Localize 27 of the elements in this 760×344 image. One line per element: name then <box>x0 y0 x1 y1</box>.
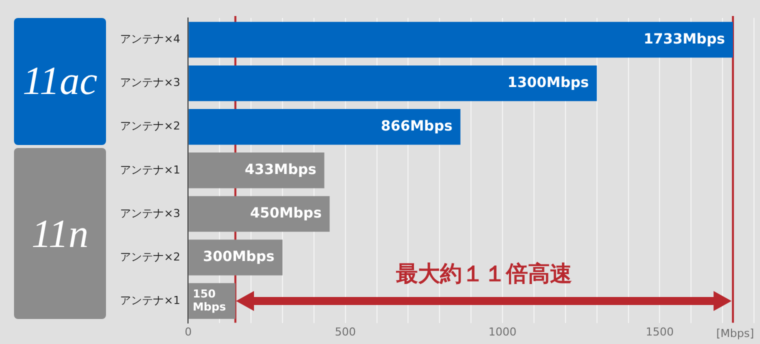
x-tick-label: 1500 <box>646 325 674 338</box>
x-tick-label: 1000 <box>488 325 517 338</box>
bar <box>188 65 597 102</box>
annotation: 最大約１１倍高速 <box>396 260 572 290</box>
x-axis-title: [Mbps] <box>716 327 754 340</box>
x-tick-label: 0 <box>184 325 192 338</box>
data-label: 433Mbps <box>244 162 316 178</box>
y-tick-label: アンテナ×3 <box>120 76 180 90</box>
x-tick-label: 500 <box>334 325 356 338</box>
data-label: 300Mbps <box>202 249 275 266</box>
bar <box>188 109 460 145</box>
data-label: 150 Mbps <box>192 287 226 314</box>
y-tick-label: アンテナ×4 <box>120 32 180 46</box>
y-tick-label: アンテナ×2 <box>120 250 180 264</box>
data-label: 450Mbps <box>250 206 322 222</box>
bar <box>188 22 733 58</box>
data-label: 866Mbps <box>380 118 452 134</box>
data-label: 1733Mbps <box>644 31 725 48</box>
bar <box>188 152 324 188</box>
data-label: 1300Mbps <box>508 74 589 91</box>
y-tick-label: アンテナ×2 <box>120 120 180 133</box>
y-tick-label: アンテナ×1 <box>120 294 180 307</box>
bar <box>188 196 330 232</box>
text: 11ac <box>22 58 98 104</box>
text: 11n <box>31 210 89 256</box>
y-tick-label: アンテナ×3 <box>120 206 180 220</box>
y-tick-label: アンテナ×1 <box>120 163 180 176</box>
